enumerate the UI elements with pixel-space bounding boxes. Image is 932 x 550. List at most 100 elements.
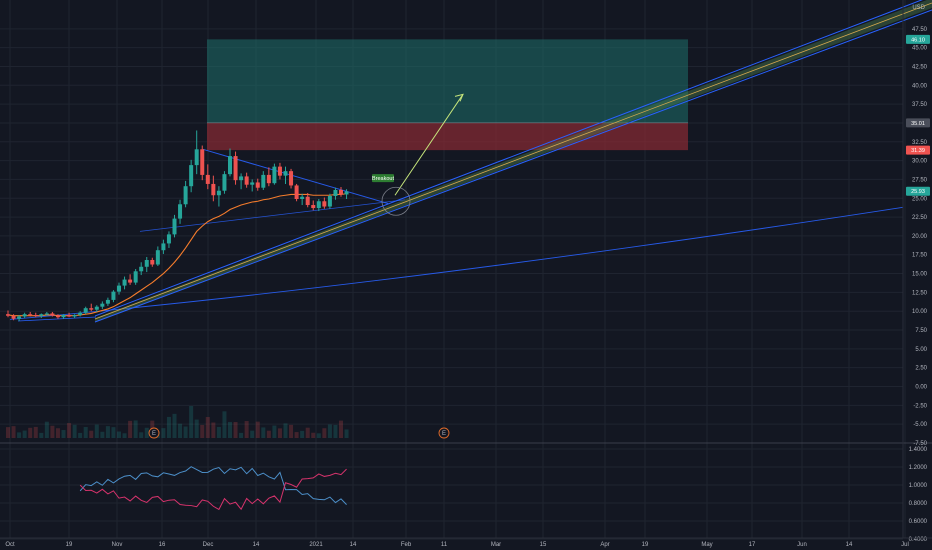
volume-bar: [166, 416, 171, 438]
candle-body: [178, 204, 183, 219]
price-axis[interactable]: USD47.5045.0042.5040.0037.5035.0032.5030…: [902, 0, 930, 543]
volume-bar: [216, 426, 221, 438]
volume-bar: [261, 427, 266, 438]
volume-bar: [11, 426, 16, 438]
time-tick-label: 14: [350, 542, 357, 548]
lower-tick-label: 0.6000: [909, 519, 928, 525]
volume-bar: [228, 421, 232, 438]
volume-bar: [55, 428, 60, 438]
candle-body: [139, 266, 144, 272]
time-tick-label: 14: [846, 542, 853, 548]
price-badge-label: 31.39: [911, 148, 925, 154]
volume-bar: [283, 423, 288, 438]
time-axis[interactable]: Oct 19 Nov 16 Dec 14 2021 14 Feb 11 Mar 15 Apr 19 May 1…: [0, 537, 932, 548]
candle-body: [277, 166, 282, 176]
volume-bar: [189, 405, 194, 438]
volume-bar: [305, 427, 310, 438]
volume-bar: [272, 425, 277, 438]
price-tick-label: 20.00: [912, 234, 928, 240]
candle-body: [150, 259, 155, 265]
lower-tick-label: 1.4000: [909, 447, 928, 453]
candle-body: [39, 314, 44, 316]
time-tick-label: 19: [66, 542, 73, 548]
trend-lines[interactable]: [9, 0, 932, 323]
base-line: [17, 316, 97, 322]
candle-body: [44, 313, 49, 315]
candle-body: [316, 201, 321, 209]
lower-tick-label: 0.4000: [909, 537, 928, 543]
candle-body: [17, 316, 22, 319]
candle-body: [100, 303, 105, 307]
candle-body: [83, 308, 88, 313]
candle-body: [211, 183, 216, 196]
candle-body: [327, 195, 332, 207]
volume-bar: [111, 427, 116, 438]
candle-body: [289, 171, 294, 186]
candle-body: [322, 201, 327, 207]
volume-bar: [22, 430, 27, 438]
lower-tick-label: 1.0000: [909, 483, 928, 489]
price-tick-label: -2.50: [913, 403, 927, 409]
volume-bar: [300, 430, 305, 438]
volume-bar: [122, 433, 127, 438]
volume-bar: [244, 421, 249, 438]
currency-label: USD: [912, 5, 925, 11]
channel-line-upper: [94, 0, 923, 317]
candle-body: [222, 174, 227, 191]
lower-pane: [0, 442, 932, 511]
volume-bar: [161, 428, 166, 438]
earnings-marker-label: E: [152, 431, 156, 437]
candle-body: [144, 259, 149, 267]
time-tick-label: 11: [441, 542, 448, 548]
position-zones[interactable]: [207, 39, 688, 151]
volume-bar: [83, 427, 88, 438]
candle-body: [67, 314, 72, 317]
candle-body: [189, 165, 194, 187]
earnings-marker-label: E: [442, 431, 446, 437]
candle-body: [250, 182, 255, 185]
candle-body: [105, 299, 110, 304]
candle-body: [311, 205, 316, 209]
volume-bar: [333, 424, 338, 438]
arrow-head: [454, 93, 464, 102]
target-zone: [207, 39, 688, 123]
volume-bar: [28, 427, 33, 438]
volume-bar: [89, 430, 94, 438]
price-badge: [906, 186, 930, 196]
candle-body: [122, 279, 127, 286]
volume-bar: [183, 426, 188, 438]
volume-bar: [94, 424, 99, 438]
volume-bar: [6, 427, 10, 438]
price-tick-label: 17.50: [912, 253, 928, 259]
price-tick-label: 15.00: [912, 272, 928, 278]
candle-body: [22, 314, 27, 317]
price-tick-label: 12.50: [912, 290, 928, 296]
time-tick-label: 16: [159, 542, 166, 548]
candle-body: [344, 191, 349, 195]
candle-body: [239, 176, 244, 181]
candle-body: [78, 312, 83, 315]
price-badge-label: 25.93: [911, 189, 925, 195]
support-curve: [9, 206, 904, 320]
price-tick-label: 37.50: [912, 102, 928, 108]
volume-bar: [33, 426, 38, 438]
candle-body: [294, 185, 299, 200]
price-badge: [906, 118, 930, 128]
candle-body: [128, 279, 133, 283]
volume-bar: [255, 421, 260, 438]
price-tick-label: 32.50: [912, 140, 928, 146]
candlesticks: [6, 130, 349, 321]
volume-bar: [322, 428, 327, 438]
volume-bar: [61, 430, 66, 438]
time-tick-label: Nov: [112, 542, 123, 548]
volume-bar: [128, 420, 133, 438]
candle-body: [200, 149, 205, 175]
stop-zone: [207, 122, 688, 151]
annotations[interactable]: Breakout E E: [148, 93, 464, 439]
time-tick-label: Apr: [600, 542, 609, 548]
candle-body: [300, 196, 305, 200]
volume-bar: [222, 411, 227, 438]
breakout-label: Breakout: [372, 176, 394, 182]
volume-bar: [17, 432, 22, 438]
